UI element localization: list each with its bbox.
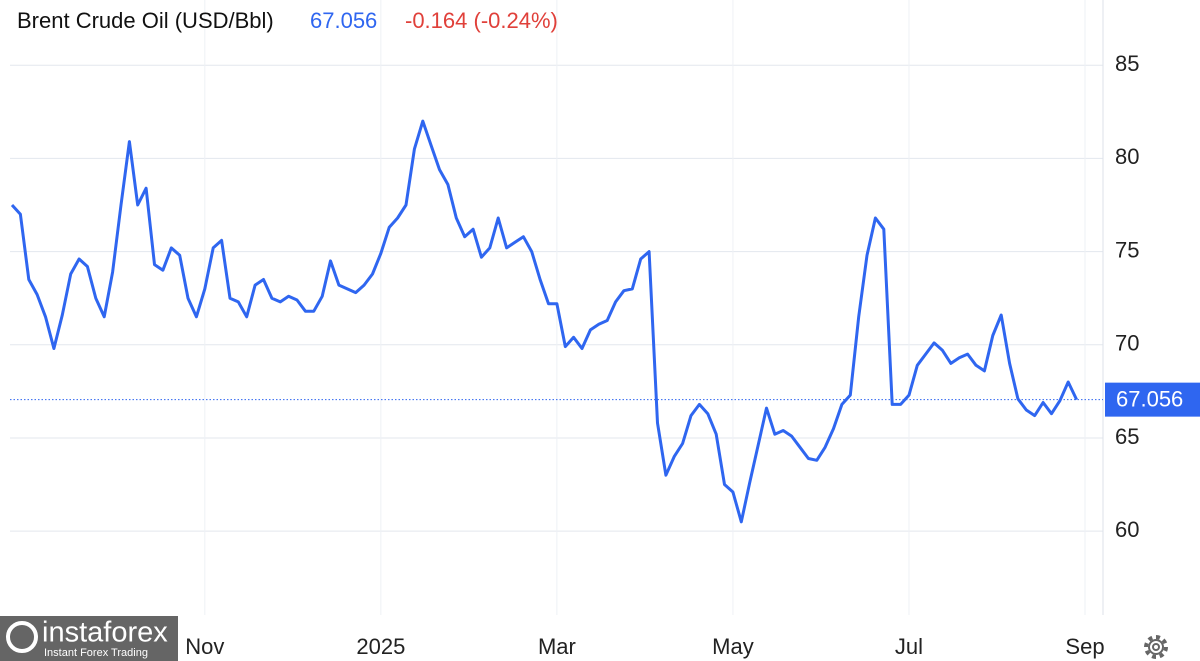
watermark: instaforex Instant Forex Trading [0, 616, 178, 661]
x-tick-label: May [712, 634, 754, 659]
y-tick-label: 80 [1115, 144, 1139, 169]
plot [10, 119, 1103, 524]
last-price-box [1105, 382, 1200, 417]
watermark-brand: instaforex [42, 617, 168, 649]
x-tick-label: 2025 [356, 634, 405, 659]
chart-title: Brent Crude Oil (USD/Bbl) [17, 8, 274, 33]
gear-hub [1152, 643, 1160, 651]
price-line [10, 119, 1078, 524]
y-tick-label: 75 [1115, 237, 1139, 262]
x-tick-label: Nov [185, 634, 224, 659]
price-change: -0.164 (-0.24%) [405, 8, 558, 33]
y-tick-label: 70 [1115, 331, 1139, 356]
y-tick-label: 85 [1115, 51, 1139, 76]
last-price: 67.056 [310, 8, 377, 33]
gear-ring [1148, 639, 1164, 655]
watermark-icon [6, 621, 38, 653]
watermark-tagline: Instant Forex Trading [44, 647, 148, 659]
x-tick-label: Jul [895, 634, 923, 659]
y-tick-label: 60 [1115, 517, 1139, 542]
y-tick-label: 65 [1115, 424, 1139, 449]
grid [10, 0, 1103, 615]
x-tick-label: Mar [538, 634, 576, 659]
x-tick-label: Sep [1065, 634, 1104, 659]
gear-teeth [1144, 635, 1168, 659]
last-price-label: 67.056 [1116, 386, 1183, 411]
settings-icon[interactable] [1144, 635, 1168, 659]
